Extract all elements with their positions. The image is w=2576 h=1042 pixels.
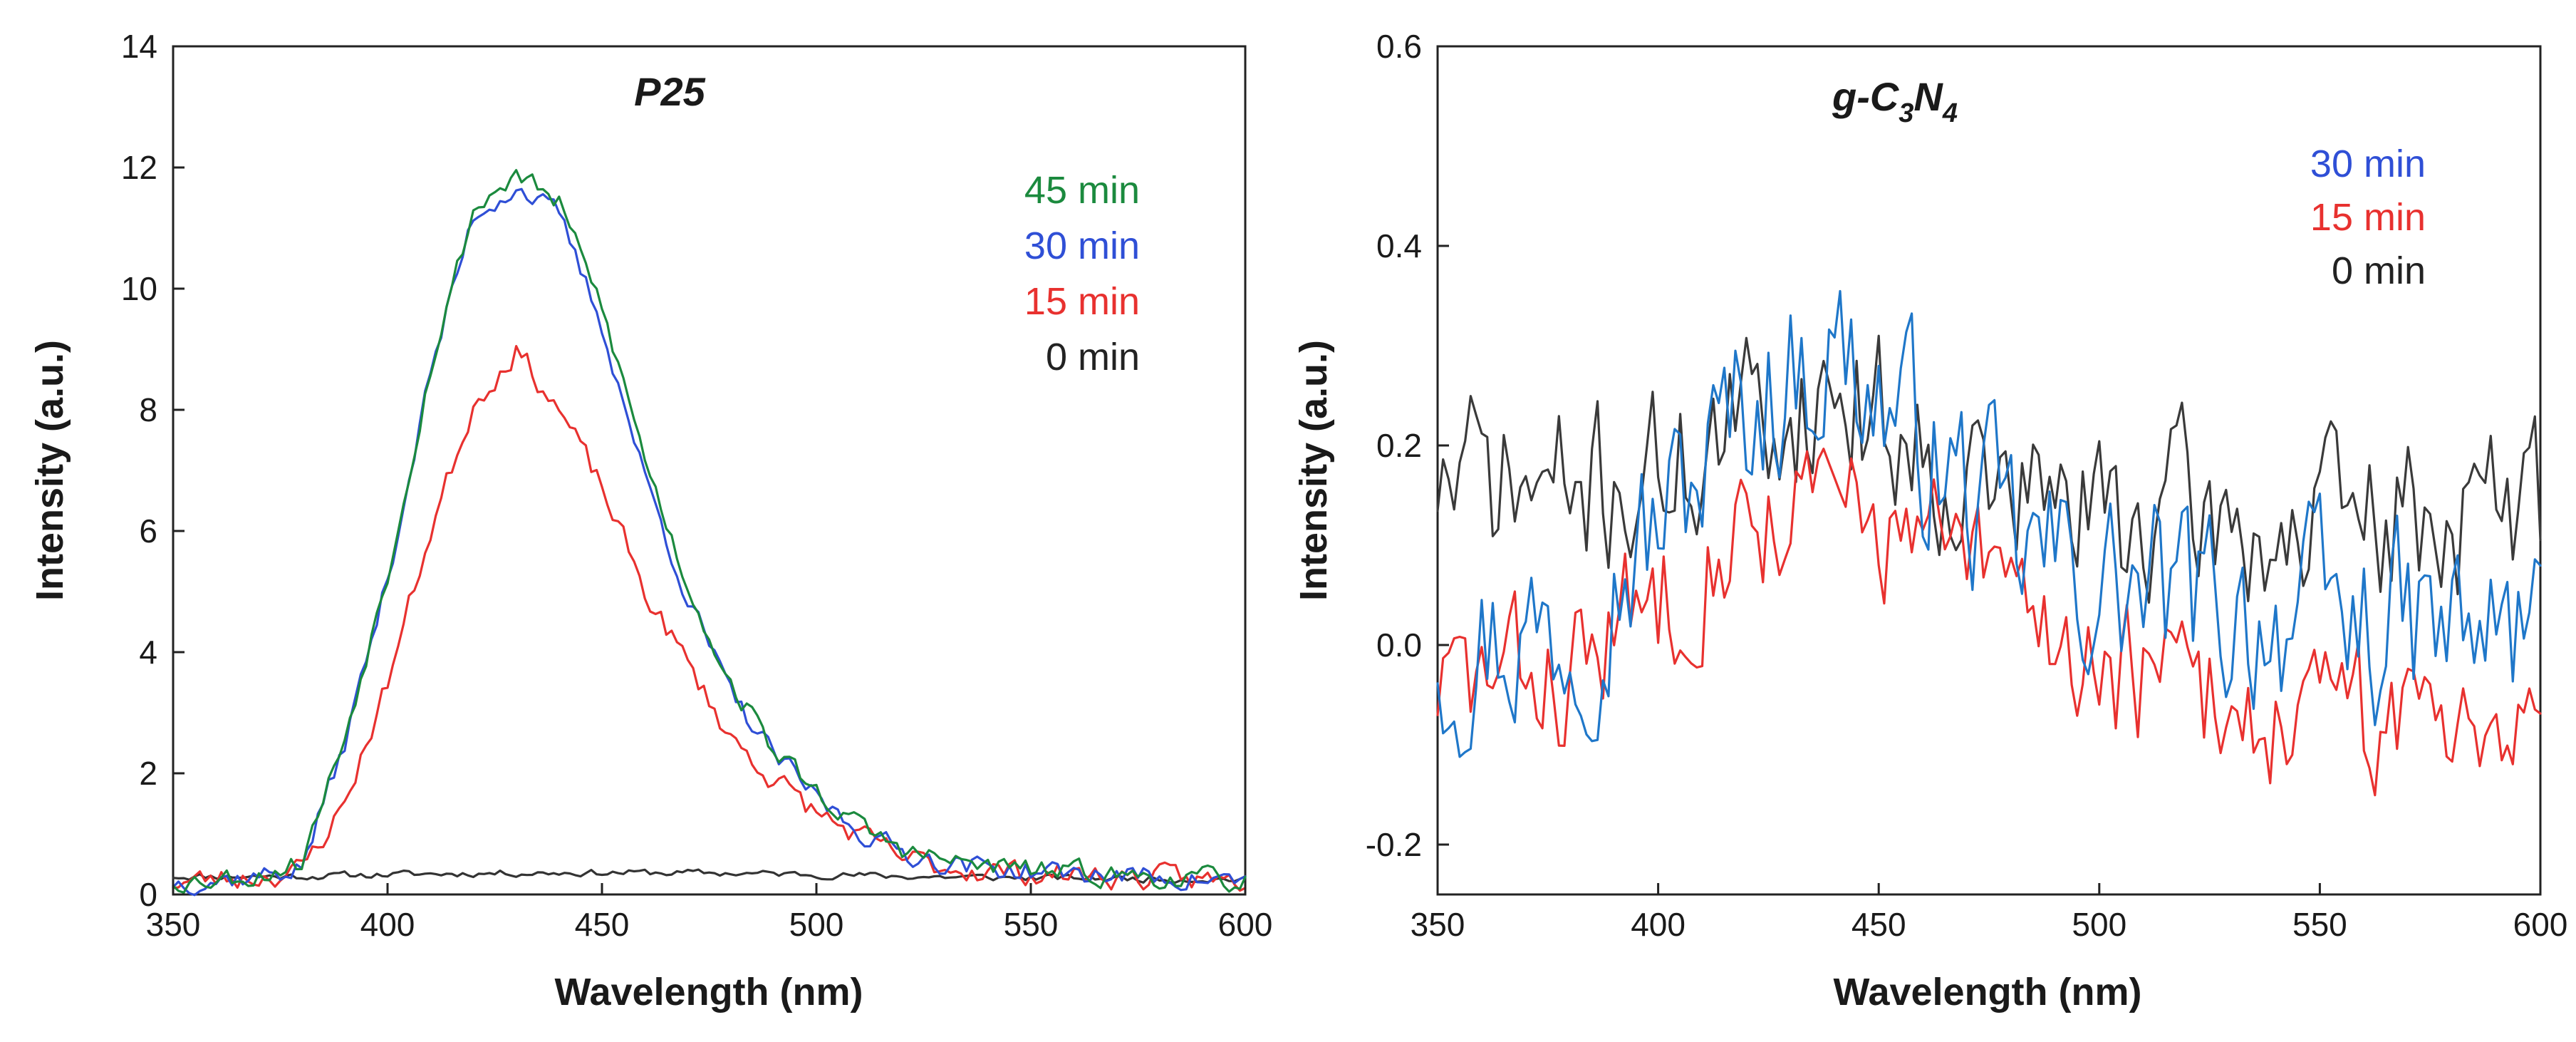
p25-series-line — [172, 345, 1247, 892]
gc3n4-ticks: 350 400 450 500 550 600 -0.2 0.0 0.2 0.4 0.6 — [1366, 28, 2568, 943]
p25-series-line — [172, 169, 1247, 894]
p25-x-tick-label: 550 — [1004, 906, 1059, 943]
p25-legend: 45 min 30 min 15 min 0 min — [1024, 169, 1140, 378]
p25-x-tick-label: 350 — [146, 906, 201, 943]
gc3n4-x-tick-label: 500 — [2072, 906, 2126, 943]
p25-y-tick-label: 14 — [121, 28, 157, 65]
p25-plot-frame — [172, 45, 1247, 896]
gc3n4-title-sub1: 3 — [1899, 98, 1913, 128]
gc3n4-chart-title: g-C3N4 — [1832, 74, 1958, 128]
gc3n4-x-tick-label: 450 — [1852, 906, 1906, 943]
p25-series-line — [172, 868, 1247, 884]
gc3n4-y-tick-label: -0.2 — [1366, 826, 1422, 863]
gc3n4-legend-30min: 30 min — [2310, 143, 2426, 185]
p25-legend-45min: 45 min — [1024, 169, 1140, 212]
gc3n4-x-tick-label: 350 — [1411, 906, 1465, 943]
p25-legend-0min: 0 min — [1046, 336, 1140, 378]
gc3n4-y-tick-label: 0.2 — [1376, 427, 1422, 464]
gc3n4-title-sub2: 4 — [1942, 98, 1958, 128]
gc3n4-series-line — [1436, 448, 2542, 797]
p25-ticks: 350 400 450 500 550 600 0 2 4 6 8 10 12 14 — [121, 28, 1273, 943]
gc3n4-legend-0min: 0 min — [2332, 249, 2426, 292]
p25-x-tick-label: 400 — [360, 906, 415, 943]
gc3n4-series-line — [1436, 289, 2542, 758]
gc3n4-chart: 350 400 450 500 550 600 -0.2 0.0 0.2 0.4 0.6 g-C3N… — [1292, 28, 2567, 1013]
gc3n4-legend: 30 min 15 min 0 min — [2310, 143, 2426, 292]
p25-x-tick-label: 450 — [575, 906, 630, 943]
gc3n4-y-tick-label: 0.0 — [1376, 626, 1422, 664]
gc3n4-plot-frame — [1436, 45, 2542, 896]
p25-y-tick-label: 2 — [139, 755, 157, 792]
gc3n4-y-tick-label: 0.4 — [1376, 227, 1422, 264]
p25-y-axis-title: Intensity (a.u.) — [28, 340, 71, 601]
gc3n4-x-tick-label: 600 — [2513, 906, 2568, 943]
gc3n4-series-group — [1436, 289, 2542, 797]
p25-chart-title: P25 — [634, 69, 705, 114]
p25-x-axis-title: Wavelength (nm) — [554, 971, 863, 1013]
p25-x-tick-label: 600 — [1218, 906, 1273, 943]
p25-y-tick-label: 0 — [139, 876, 157, 913]
gc3n4-legend-15min: 15 min — [2310, 196, 2426, 239]
gc3n4-series-line — [1436, 334, 2542, 604]
p25-y-tick-label: 6 — [139, 512, 157, 550]
p25-chart: 350 400 450 500 550 600 0 2 4 6 8 10 12 14 P25 Wavele… — [28, 28, 1272, 1013]
p25-y-tick-label: 10 — [121, 270, 157, 307]
p25-y-tick-label: 4 — [139, 634, 157, 671]
gc3n4-y-axis-title: Intensity (a.u.) — [1292, 340, 1335, 601]
p25-y-tick-label: 12 — [121, 149, 157, 186]
gc3n4-y-tick-label: 0.6 — [1376, 28, 1422, 65]
gc3n4-title-part2: N — [1913, 74, 1943, 119]
p25-x-tick-label: 500 — [789, 906, 844, 943]
gc3n4-x-tick-label: 550 — [2292, 906, 2347, 943]
gc3n4-title-part1: g-C — [1832, 74, 1900, 119]
p25-legend-15min: 15 min — [1024, 280, 1140, 323]
p25-series-group — [172, 169, 1247, 897]
gc3n4-x-axis-title: Wavelength (nm) — [1833, 971, 2141, 1013]
p25-legend-30min: 30 min — [1024, 225, 1140, 267]
gc3n4-x-tick-label: 400 — [1631, 906, 1686, 943]
p25-y-tick-label: 8 — [139, 391, 157, 428]
